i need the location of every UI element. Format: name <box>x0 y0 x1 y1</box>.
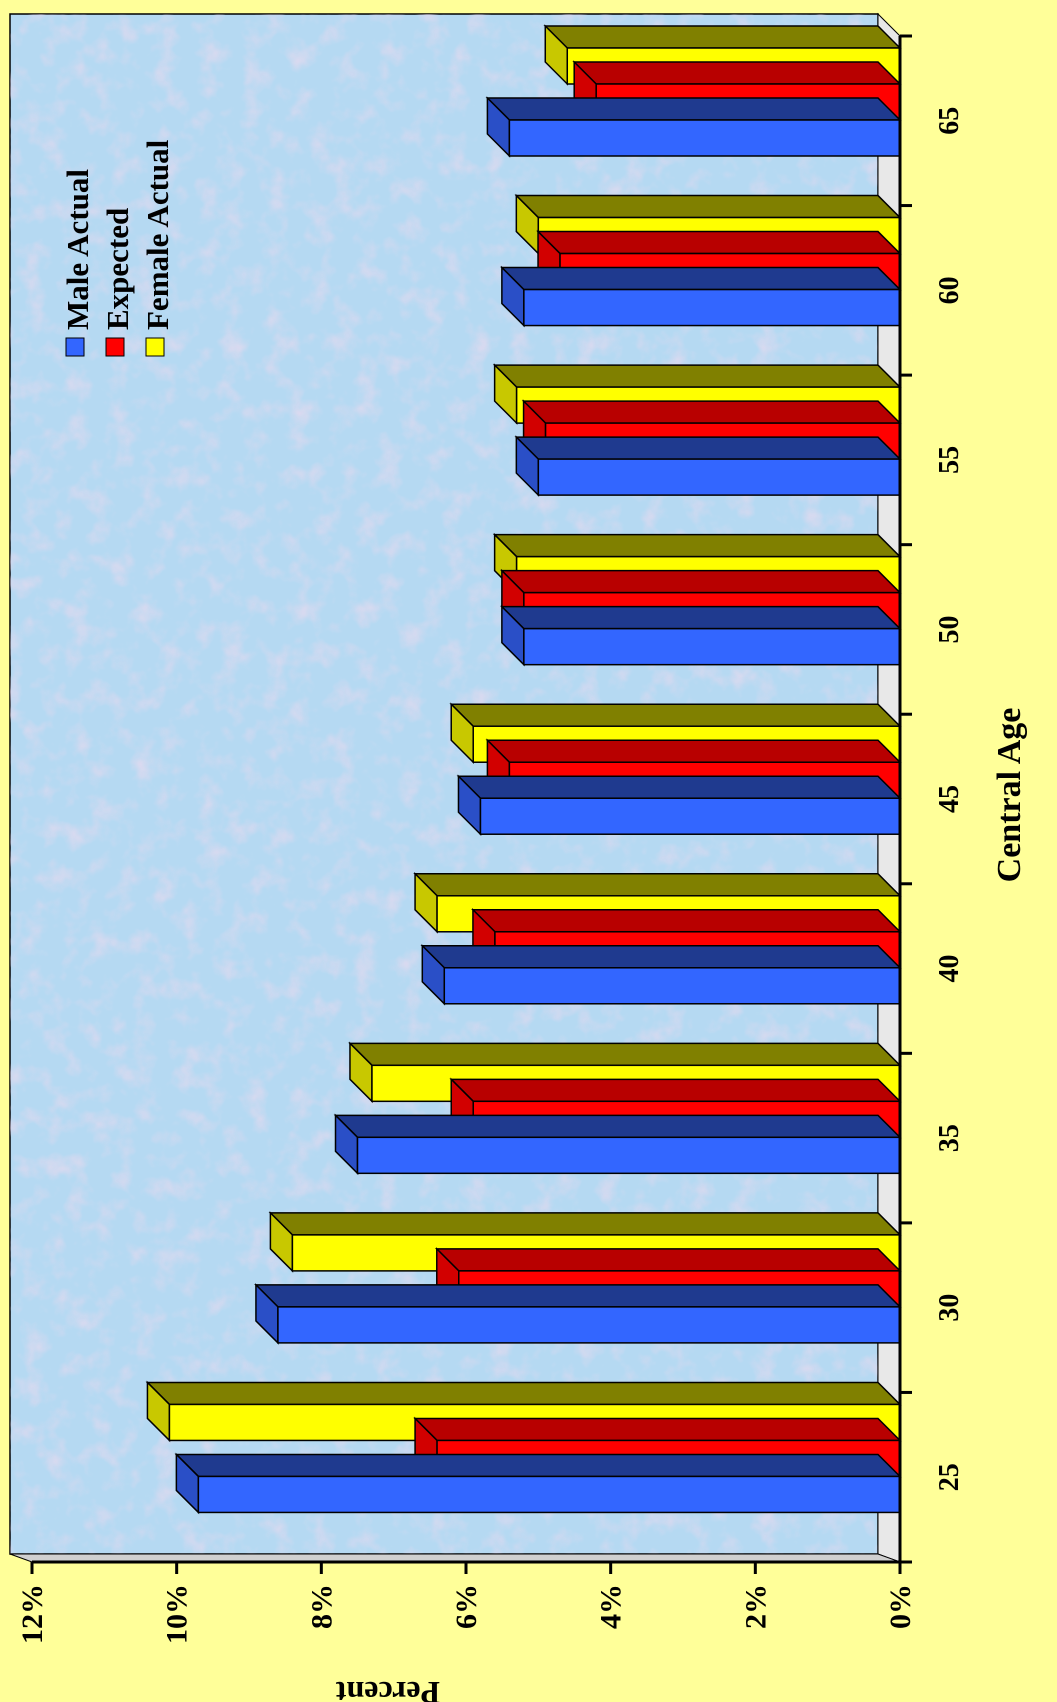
bar-top-female-actual-30 <box>268 1212 902 1236</box>
bar-male-actual-35 <box>333 1113 902 1176</box>
bar-top-male-actual-65 <box>485 97 902 121</box>
bar-front-male-actual-65 <box>508 119 901 157</box>
category-label-45: 45 <box>934 785 965 813</box>
category-label-50: 50 <box>934 615 965 643</box>
bar-top-expected-50 <box>500 569 902 594</box>
bar-top-male-actual-35 <box>333 1114 902 1139</box>
bar-top-expected-30 <box>434 1248 902 1272</box>
bar-top-expected-55 <box>521 400 902 424</box>
bar-top-male-actual-40 <box>420 945 902 969</box>
value-label-2-: 2% <box>739 1584 772 1629</box>
bar-male-actual-50 <box>500 604 902 667</box>
bar-top-female-actual-35 <box>348 1042 902 1067</box>
legend: Male Actual Expected Female Actual <box>60 139 175 357</box>
bar-top-male-actual-55 <box>514 436 902 460</box>
bar-top-male-actual-25 <box>174 1453 902 1478</box>
category-label-60: 60 <box>934 276 965 304</box>
category-label-55: 55 <box>934 446 965 474</box>
legend-swatch-female-actual <box>145 337 165 357</box>
bar-top-male-actual-30 <box>254 1284 902 1308</box>
bar-front-male-actual-50 <box>523 627 901 666</box>
legend-swatch-male-actual <box>65 337 85 357</box>
bar-top-female-actual-55 <box>492 364 902 388</box>
bar-top-female-actual-25 <box>145 1381 902 1406</box>
value-label-4-: 4% <box>595 1584 628 1629</box>
bar-top-female-actual-65 <box>543 25 902 49</box>
legend-label-expected: Expected <box>100 208 135 330</box>
category-label-35: 35 <box>934 1124 965 1152</box>
x-axis-label: Central Age <box>991 708 1028 883</box>
bar-top-female-actual-50 <box>492 533 902 558</box>
bar-top-male-actual-50 <box>500 605 902 630</box>
bar-front-male-actual-35 <box>356 1136 901 1175</box>
bar-male-actual-65 <box>485 96 902 158</box>
bar-male-actual-40 <box>420 943 902 1006</box>
bar-top-female-actual-60 <box>514 194 902 219</box>
bar-top-female-actual-40 <box>413 873 902 897</box>
value-label-8-: 8% <box>305 1584 338 1629</box>
value-label-6-: 6% <box>450 1584 483 1629</box>
bar-top-expected-40 <box>471 909 902 933</box>
bar-front-male-actual-55 <box>537 458 901 496</box>
axes-layer: 25 30 35 40 45 50 55 60 65 0% 2% 4% 6% 8% 10% 12% <box>16 34 965 1644</box>
value-label-10-: 10% <box>161 1584 194 1644</box>
bar-male-actual-55 <box>514 435 902 497</box>
bar-male-actual-45 <box>456 774 902 837</box>
bar-top-female-actual-45 <box>449 703 902 727</box>
legend-label-female-actual: Female Actual <box>140 139 175 330</box>
bar-front-male-actual-40 <box>443 967 901 1005</box>
bar-top-expected-35 <box>449 1078 902 1103</box>
category-label-30: 30 <box>934 1294 965 1322</box>
bar-male-actual-25 <box>174 1452 902 1515</box>
value-label-12-: 12% <box>16 1584 49 1644</box>
category-label-65: 65 <box>934 107 965 135</box>
bar-top-expected-45 <box>485 739 902 763</box>
bar-top-expected-65 <box>572 61 902 85</box>
bar-top-male-actual-60 <box>500 266 902 291</box>
category-label-40: 40 <box>934 955 965 983</box>
bar-top-male-actual-45 <box>456 775 902 799</box>
bar-male-actual-60 <box>500 265 902 328</box>
value-label-0-: 0% <box>884 1584 917 1629</box>
legend-swatch-expected <box>105 337 125 357</box>
bar-front-male-actual-25 <box>197 1475 901 1514</box>
bar-top-expected-60 <box>536 230 902 255</box>
bar-male-actual-30 <box>254 1283 902 1345</box>
bars-layer <box>145 24 902 1515</box>
bar-front-male-actual-45 <box>479 797 901 835</box>
category-label-25: 25 <box>934 1463 965 1491</box>
bar-front-male-actual-30 <box>277 1306 901 1344</box>
bar-top-expected-25 <box>413 1417 902 1442</box>
bar-front-male-actual-60 <box>523 288 901 327</box>
y-axis-label: Percent <box>336 1675 441 1702</box>
legend-label-male-actual: Male Actual <box>60 169 95 330</box>
